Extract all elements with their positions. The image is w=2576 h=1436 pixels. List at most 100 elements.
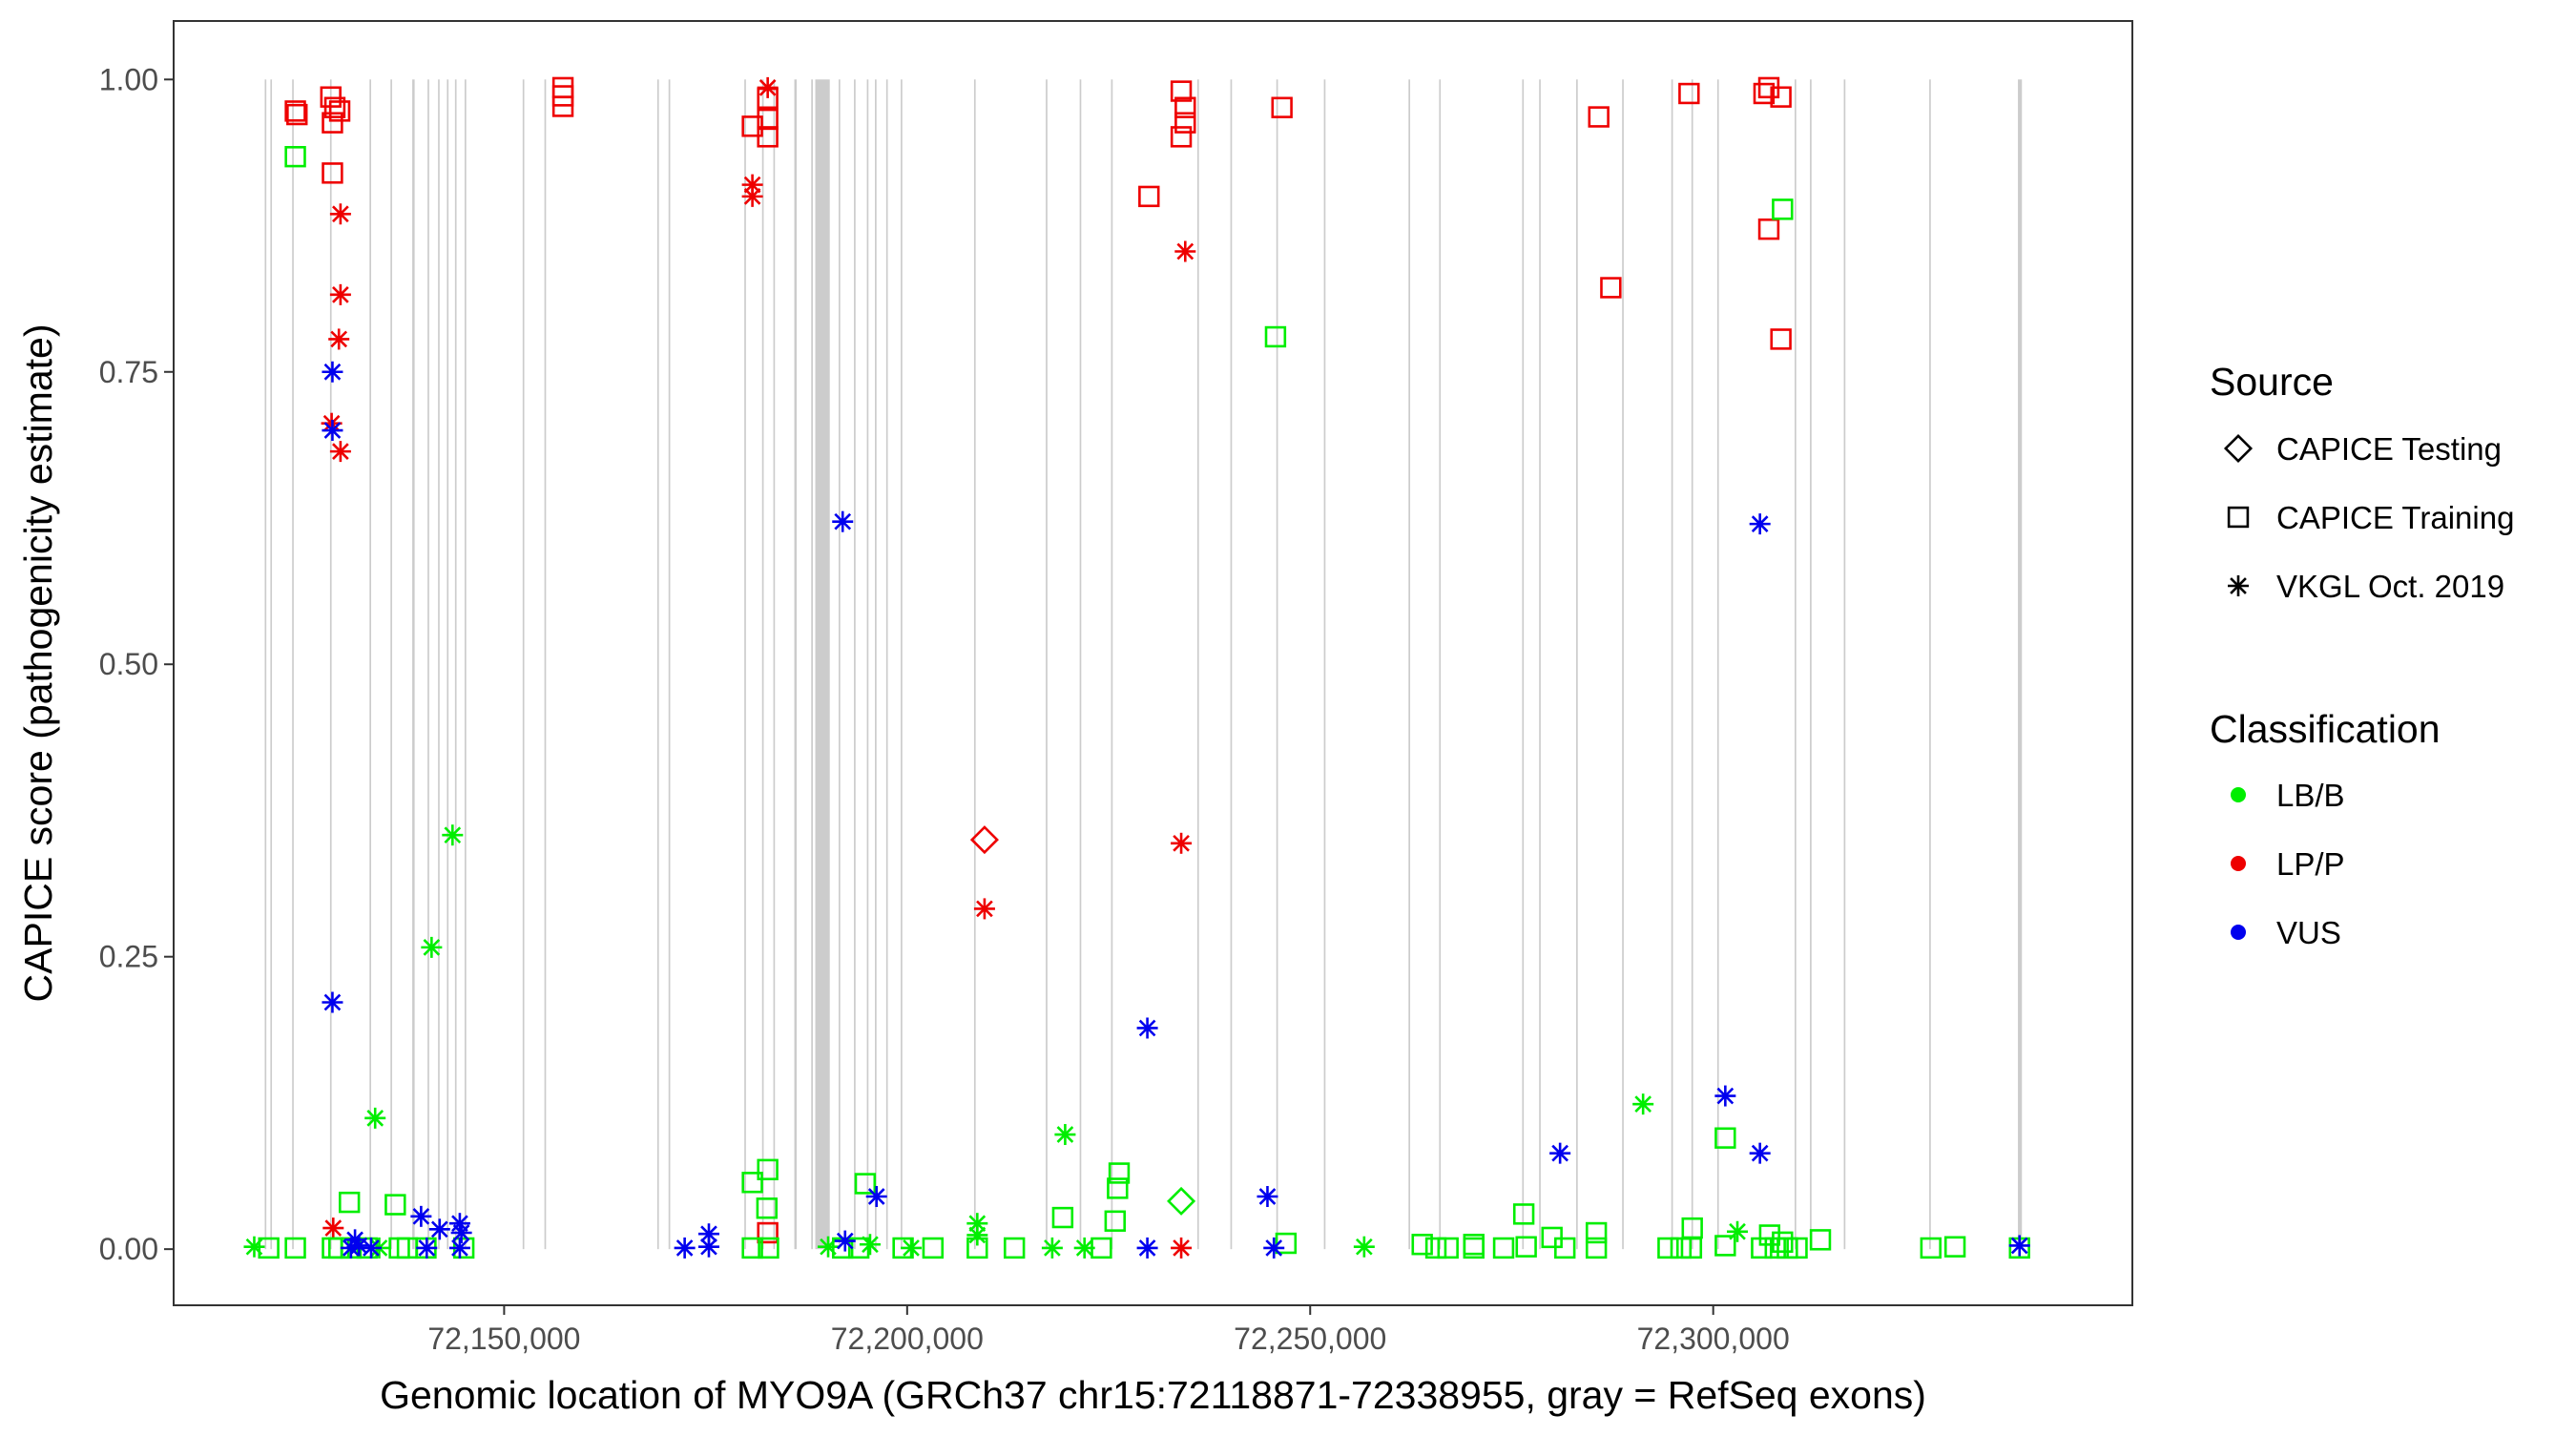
data-point — [1138, 185, 1160, 208]
data-point — [1758, 1224, 1781, 1246]
data-point — [1764, 1237, 1786, 1259]
data-point — [340, 1237, 362, 1259]
data-point — [1437, 1237, 1459, 1259]
data-point — [1353, 1236, 1375, 1258]
data-point — [322, 112, 343, 134]
data-point — [1588, 106, 1610, 128]
data-point — [410, 1205, 432, 1227]
data-point — [442, 824, 464, 846]
exon-band — [875, 79, 877, 1250]
data-point — [1041, 1237, 1063, 1259]
x-tick-label: 72,200,000 — [831, 1322, 984, 1356]
data-point — [1757, 219, 1780, 240]
data-point — [1585, 1221, 1608, 1244]
exon-band — [866, 79, 869, 1250]
y-tick-label: 0.75 — [99, 355, 158, 389]
data-point — [1275, 1232, 1298, 1255]
data-point — [1170, 80, 1193, 102]
data-point — [284, 146, 306, 168]
data-point — [448, 1237, 470, 1259]
exon-band — [447, 79, 449, 1250]
exon-band — [885, 79, 888, 1250]
data-point — [1424, 1237, 1447, 1259]
data-point — [329, 283, 351, 305]
exon-band — [438, 79, 440, 1250]
x-axis-title: Genomic location of MYO9A (GRCh37 chr15:… — [380, 1373, 1926, 1417]
exon-band — [901, 79, 903, 1250]
exon-band — [794, 79, 798, 1250]
data-point — [329, 203, 351, 225]
data-point — [421, 936, 443, 958]
data-point — [323, 96, 346, 118]
data-point — [1104, 1210, 1126, 1232]
exon-band — [412, 79, 415, 1250]
data-point — [551, 95, 574, 117]
data-point — [859, 1234, 881, 1256]
data-point — [1549, 1142, 1571, 1164]
data-point — [322, 420, 343, 442]
data-point — [1751, 1237, 1773, 1259]
data-point — [973, 898, 995, 920]
data-point — [364, 1107, 386, 1129]
data-point — [1463, 1237, 1485, 1259]
data-point — [322, 162, 343, 184]
data-point — [1171, 1237, 1193, 1259]
data-point — [741, 185, 763, 207]
exon-band — [811, 79, 813, 1250]
y-tick-label: 0.00 — [99, 1232, 158, 1266]
legend-source-key — [2228, 575, 2249, 596]
exon-band — [815, 79, 830, 1250]
exon-band — [1576, 79, 1578, 1250]
exon-band — [329, 79, 332, 1250]
data-point — [922, 1237, 945, 1259]
legend-source-label: VKGL Oct. 2019 — [2276, 569, 2504, 604]
exon-band — [292, 79, 294, 1250]
data-point — [329, 441, 351, 463]
data-point — [1257, 1185, 1278, 1207]
exon-band — [1843, 79, 1846, 1250]
data-point — [1749, 1142, 1771, 1164]
legend-source-label: CAPICE Testing — [2276, 431, 2502, 467]
data-point — [1632, 1093, 1654, 1115]
exon-band — [264, 79, 267, 1250]
exon-band — [1230, 79, 1233, 1250]
data-point — [757, 1221, 779, 1244]
legend-source-label: CAPICE Training — [2276, 500, 2514, 535]
legend-class-key — [2231, 787, 2246, 802]
exon-bands — [264, 79, 2023, 1250]
data-point — [1003, 1237, 1026, 1259]
exon-band — [390, 79, 392, 1250]
data-point — [697, 1236, 719, 1258]
exon-band — [1795, 79, 1797, 1250]
exon-band — [544, 79, 547, 1250]
data-point — [1174, 96, 1196, 118]
data-point — [284, 1237, 306, 1259]
data-point — [901, 1237, 923, 1259]
data-point — [1678, 82, 1700, 105]
data-point — [1492, 1237, 1515, 1259]
exon-band — [1046, 79, 1048, 1250]
data-point — [1714, 1235, 1736, 1257]
data-point — [674, 1237, 696, 1259]
data-point — [1167, 1186, 1196, 1216]
exon-band — [973, 79, 976, 1250]
exon-band — [270, 79, 273, 1250]
data-point — [1136, 1237, 1158, 1259]
data-point — [969, 825, 999, 855]
exon-band — [1929, 79, 1931, 1250]
data-point — [832, 510, 854, 532]
data-point — [1772, 198, 1794, 220]
data-point — [1554, 1237, 1576, 1259]
legend-source-title: Source — [2210, 360, 2334, 404]
data-point — [428, 1218, 450, 1240]
data-point — [1770, 328, 1792, 350]
x-tick-label: 72,150,000 — [427, 1322, 580, 1356]
data-point — [1263, 1237, 1285, 1259]
exon-band — [1408, 79, 1411, 1250]
data-point — [1171, 832, 1193, 854]
data-point — [1727, 1220, 1749, 1242]
data-point — [1515, 1236, 1537, 1258]
exon-band — [1691, 79, 1693, 1250]
data-point — [416, 1237, 438, 1259]
